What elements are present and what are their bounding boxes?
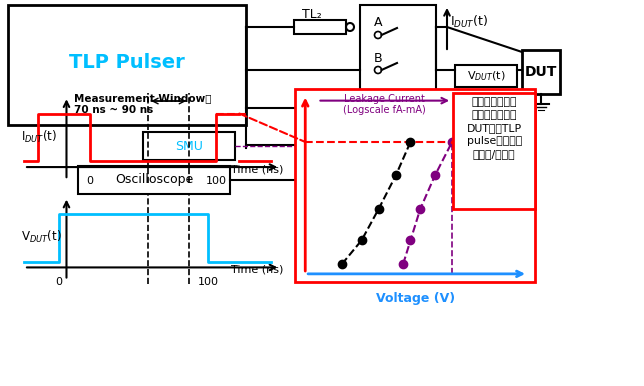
Text: A: A	[374, 17, 383, 29]
Text: Leakage Current
(Logscale fA-mA): Leakage Current (Logscale fA-mA)	[343, 94, 426, 115]
Text: Time (ns): Time (ns)	[231, 164, 283, 174]
Text: 漏电流曲线出现
明显偏折，说明
DUT在该TLP
pulse作用下发
生损伤/损坏。: 漏电流曲线出现 明显偏折，说明 DUT在该TLP pulse作用下发 生损伤/损…	[466, 96, 522, 159]
Text: TLP Pulser: TLP Pulser	[69, 52, 185, 71]
Bar	[143, 132, 235, 160]
Text: 0: 0	[86, 176, 93, 186]
Text: Measurement Window：
70 ns ~ 90 ns: Measurement Window： 70 ns ~ 90 ns	[74, 93, 212, 115]
Text: Oscilloscope: Oscilloscope	[115, 173, 193, 186]
Text: DUT: DUT	[525, 65, 557, 79]
Text: SMU: SMU	[175, 139, 203, 152]
Text: I$_{DUT}$(t): I$_{DUT}$(t)	[450, 14, 488, 30]
Bar	[455, 65, 517, 87]
Bar	[78, 166, 230, 194]
Text: V$_{DUT}$(t): V$_{DUT}$(t)	[21, 229, 62, 245]
Bar	[360, 5, 436, 187]
Text: Switch
Module: Switch Module	[375, 156, 421, 184]
Bar	[522, 50, 560, 94]
Text: Time (ns): Time (ns)	[231, 265, 283, 275]
Text: B: B	[374, 127, 383, 139]
Bar	[453, 93, 535, 209]
Text: Voltage (V): Voltage (V)	[376, 291, 455, 305]
Text: I$_{DUT}$(t): I$_{DUT}$(t)	[21, 129, 57, 145]
Text: 100: 100	[198, 277, 218, 287]
Text: V$_{DUT}$(t): V$_{DUT}$(t)	[467, 69, 506, 83]
Text: 0: 0	[55, 277, 62, 287]
Bar	[8, 5, 246, 125]
Text: B: B	[374, 51, 383, 64]
Text: A: A	[374, 90, 383, 103]
Text: 100: 100	[205, 176, 226, 186]
Text: TL₂: TL₂	[302, 7, 322, 20]
Bar	[294, 20, 346, 34]
